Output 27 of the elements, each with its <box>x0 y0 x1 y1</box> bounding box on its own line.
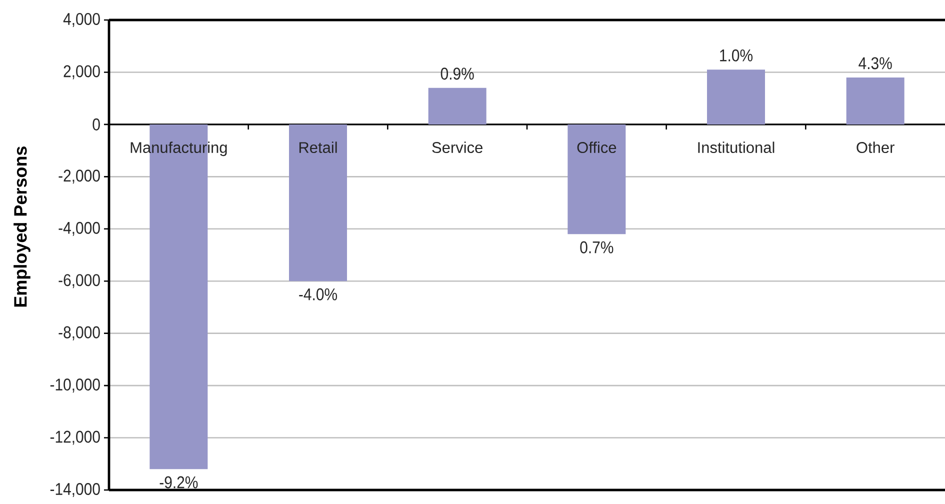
y-axis-title: Employed Persons <box>14 146 30 307</box>
y-tick-label: -2,000 <box>58 170 100 184</box>
bar <box>289 124 347 282</box>
y-tick-label: 2,000 <box>64 65 100 80</box>
annotation: 0.9% <box>440 68 474 80</box>
annotation: -4.0% <box>299 288 338 300</box>
y-tick-label: -4,000 <box>58 222 100 236</box>
y-tick-label: -12,000 <box>50 430 100 445</box>
bar <box>707 70 766 124</box>
annotation: 4.3% <box>858 57 892 70</box>
bar <box>428 88 486 124</box>
bar <box>568 124 626 234</box>
y-tick-label: 4,000 <box>63 12 100 28</box>
annotation: 0.7% <box>580 241 614 254</box>
x-tick-label: Other <box>856 142 894 154</box>
x-tick-label: Service <box>432 142 482 154</box>
x-tick-label: Retail <box>299 142 337 154</box>
annotation: -9.2% <box>160 476 198 488</box>
y-tick-label: 0 <box>92 118 100 130</box>
y-tick-label: -14,000 <box>50 482 100 498</box>
y-tick-label: -6,000 <box>58 274 100 288</box>
y-tick-label: -10,000 <box>50 378 100 393</box>
bar <box>846 77 904 124</box>
y-tick-label: -8,000 <box>58 326 100 340</box>
x-tick-label: Institutional <box>698 142 774 154</box>
annotation: 1.0% <box>720 49 753 62</box>
x-tick-label: Office <box>577 142 616 154</box>
